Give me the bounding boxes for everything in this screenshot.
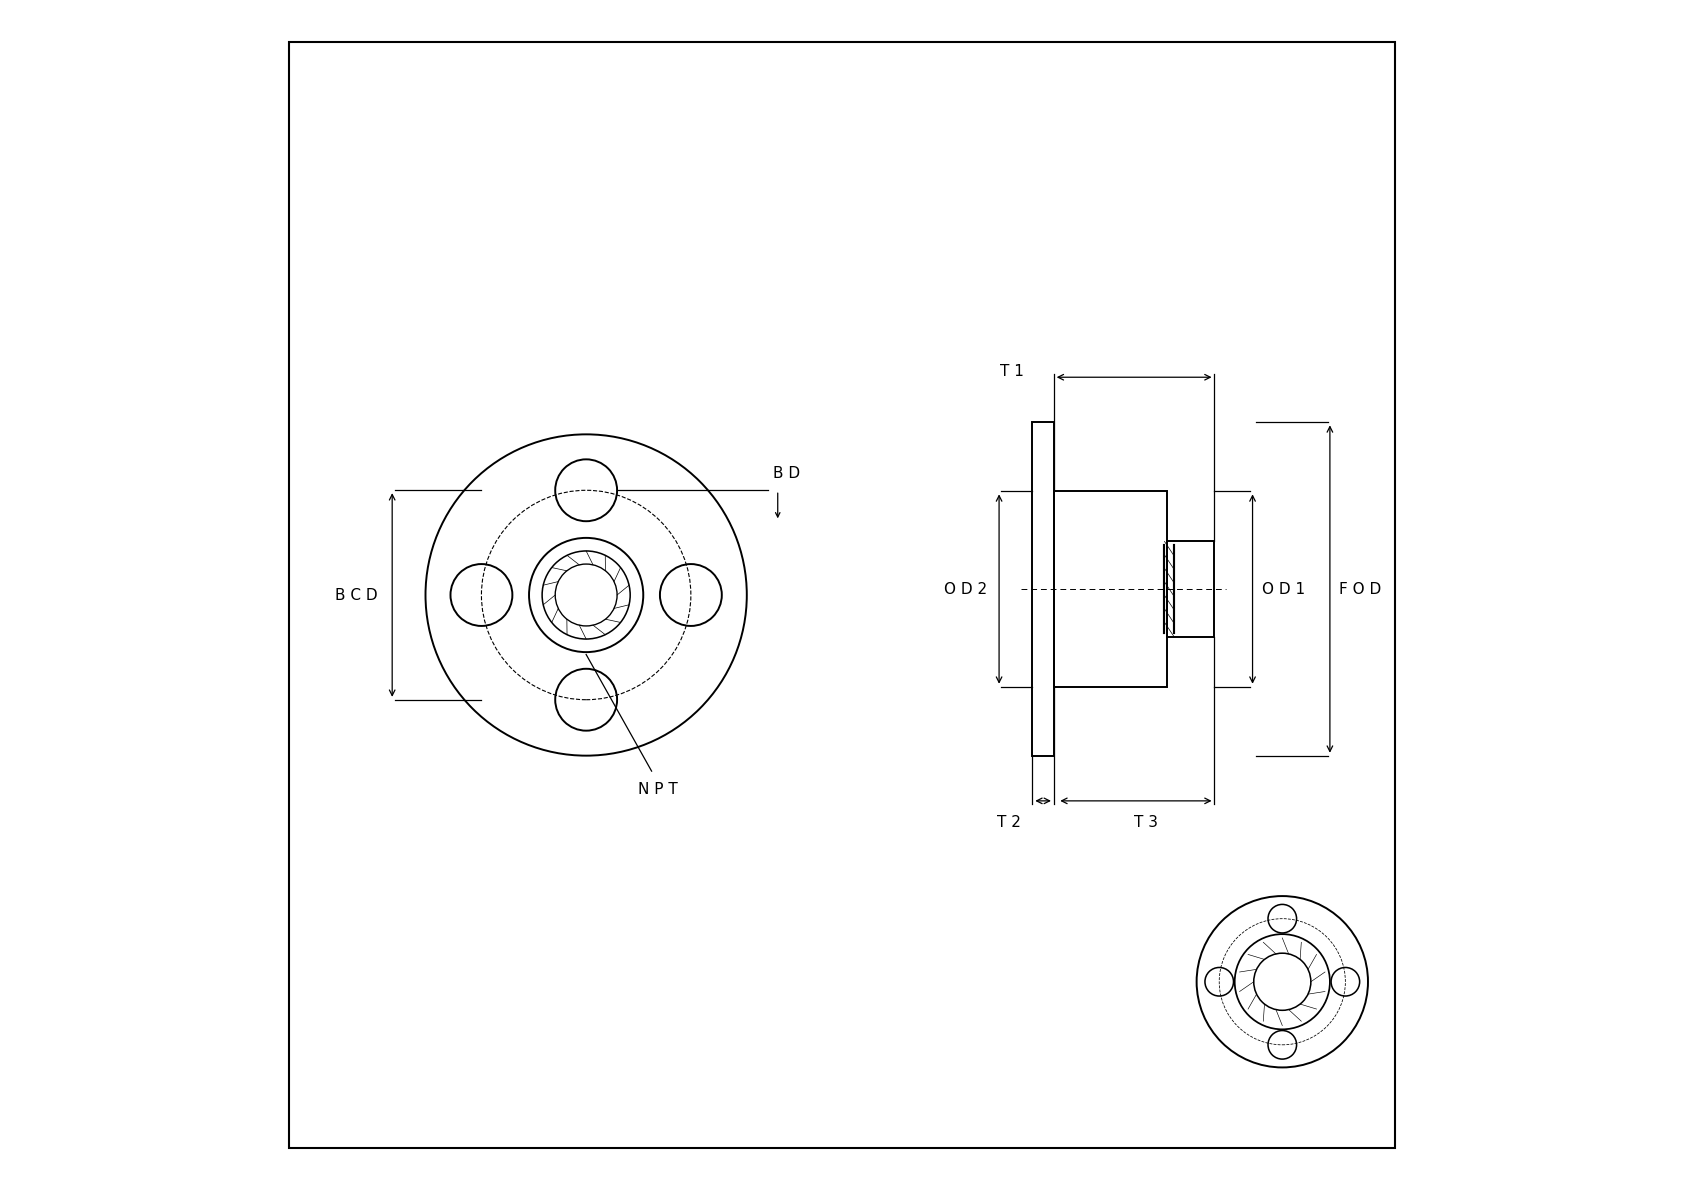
Text: O D 1: O D 1 (1261, 582, 1305, 596)
Text: B D: B D (773, 465, 800, 481)
Text: F O D: F O D (1339, 582, 1381, 596)
Text: T 1: T 1 (1000, 364, 1024, 378)
Text: T 3: T 3 (1133, 815, 1159, 831)
Text: B C D: B C D (335, 588, 377, 602)
Text: T 2: T 2 (997, 815, 1021, 831)
Bar (1032, 422, 1054, 756)
Text: O D 2: O D 2 (945, 582, 987, 596)
Text: N P T: N P T (638, 782, 677, 797)
Bar (1054, 491, 1167, 687)
Bar (1167, 541, 1214, 637)
